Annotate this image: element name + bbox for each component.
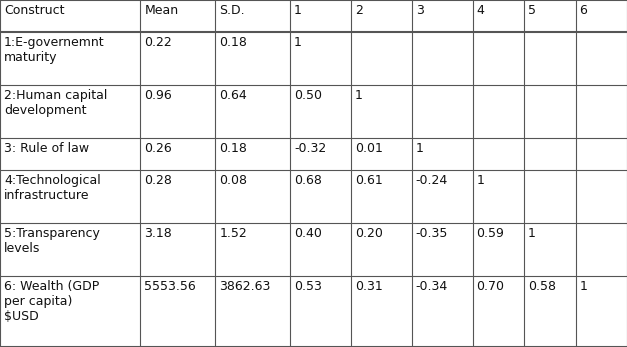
Text: 1: 1	[294, 4, 302, 17]
Text: 3862.63: 3862.63	[219, 280, 271, 293]
Text: 1: 1	[416, 142, 424, 155]
Text: 0.40: 0.40	[294, 227, 322, 240]
Text: 6: 6	[579, 4, 587, 17]
Text: 1.52: 1.52	[219, 227, 247, 240]
Text: 1: 1	[477, 174, 485, 187]
Text: 0.26: 0.26	[144, 142, 172, 155]
Text: 3: 3	[416, 4, 424, 17]
Text: 0.68: 0.68	[294, 174, 322, 187]
Text: 0.18: 0.18	[219, 36, 247, 49]
Text: 0.64: 0.64	[219, 89, 247, 102]
Text: -0.24: -0.24	[416, 174, 448, 187]
Text: 4: 4	[477, 4, 485, 17]
Text: S.D.: S.D.	[219, 4, 245, 17]
Text: 0.96: 0.96	[144, 89, 172, 102]
Text: 5:Transparency
levels: 5:Transparency levels	[4, 227, 100, 255]
Text: 1: 1	[294, 36, 302, 49]
Text: 0.50: 0.50	[294, 89, 322, 102]
Text: 0.70: 0.70	[477, 280, 505, 293]
Text: Construct: Construct	[4, 4, 65, 17]
Text: 0.01: 0.01	[355, 142, 383, 155]
Text: 2: 2	[355, 4, 363, 17]
Text: 5: 5	[528, 4, 536, 17]
Text: 1: 1	[579, 280, 587, 293]
Text: 0.53: 0.53	[294, 280, 322, 293]
Text: 0.31: 0.31	[355, 280, 382, 293]
Text: 3: Rule of law: 3: Rule of law	[4, 142, 89, 155]
Text: 0.22: 0.22	[144, 36, 172, 49]
Text: 3.18: 3.18	[144, 227, 172, 240]
Text: 0.59: 0.59	[477, 227, 505, 240]
Text: -0.35: -0.35	[416, 227, 448, 240]
Text: 5553.56: 5553.56	[144, 280, 196, 293]
Text: 0.08: 0.08	[219, 174, 247, 187]
Text: 1: 1	[528, 227, 536, 240]
Text: 0.28: 0.28	[144, 174, 172, 187]
Text: 1:E-governemnt
maturity: 1:E-governemnt maturity	[4, 36, 105, 64]
Text: 6: Wealth (GDP
per capita)
$USD: 6: Wealth (GDP per capita) $USD	[4, 280, 99, 323]
Text: -0.32: -0.32	[294, 142, 327, 155]
Text: 0.20: 0.20	[355, 227, 383, 240]
Text: 0.61: 0.61	[355, 174, 382, 187]
Text: -0.34: -0.34	[416, 280, 448, 293]
Text: 4:Technological
infrastructure: 4:Technological infrastructure	[4, 174, 101, 202]
Text: Mean: Mean	[144, 4, 179, 17]
Text: 1: 1	[355, 89, 363, 102]
Text: 0.58: 0.58	[528, 280, 556, 293]
Text: 0.18: 0.18	[219, 142, 247, 155]
Text: 2:Human capital
development: 2:Human capital development	[4, 89, 107, 117]
